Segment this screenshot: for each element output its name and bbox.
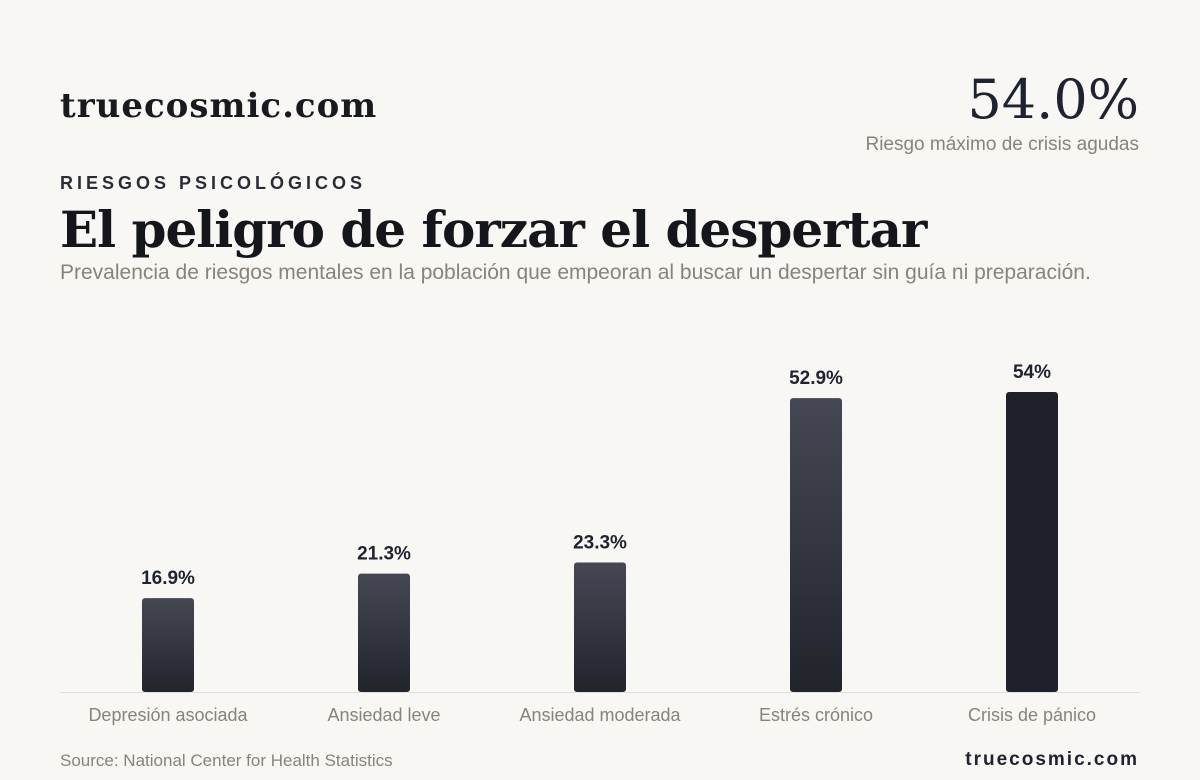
source-note: Source: National Center for Health Stati… xyxy=(60,751,393,770)
category-label: Crisis de pánico xyxy=(968,705,1096,725)
bar-chart: 16.9% Depresión asociada 21.3% Ansiedad lev… xyxy=(60,362,1140,725)
page-title: El peligro de forzar el despertar xyxy=(60,200,927,259)
bar-value-label: 54% xyxy=(1013,362,1051,383)
bar-2 xyxy=(358,573,410,692)
footer-brand: truecosmic.com xyxy=(965,749,1139,770)
bar-value-label: 23.3% xyxy=(573,533,627,554)
bar-4 xyxy=(790,398,842,692)
kpi-label: Riesgo máximo de crisis agudas xyxy=(865,134,1139,155)
category-label: Ansiedad moderada xyxy=(519,705,681,725)
bar-value-label: 21.3% xyxy=(357,544,411,565)
page-subtitle: Prevalencia de riesgos mentales en la po… xyxy=(60,261,1091,284)
category-label: Ansiedad leve xyxy=(327,705,440,725)
section-eyebrow: RIESGOS PSICOLÓGICOS xyxy=(60,173,367,193)
kpi-value: 54.0% xyxy=(967,68,1139,131)
kpi-block: 54.0% Riesgo máximo de crisis agudas xyxy=(865,68,1139,156)
category-label: Estrés crónico xyxy=(759,705,873,725)
bar-value-label: 52.9% xyxy=(789,368,843,389)
bar-value-label: 16.9% xyxy=(141,568,195,589)
bar-1 xyxy=(142,598,194,692)
bar-3 xyxy=(574,562,626,692)
brand-logo: truecosmic.com xyxy=(60,86,378,126)
category-label: Depresión asociada xyxy=(88,705,248,725)
bar-5 xyxy=(1006,392,1058,692)
